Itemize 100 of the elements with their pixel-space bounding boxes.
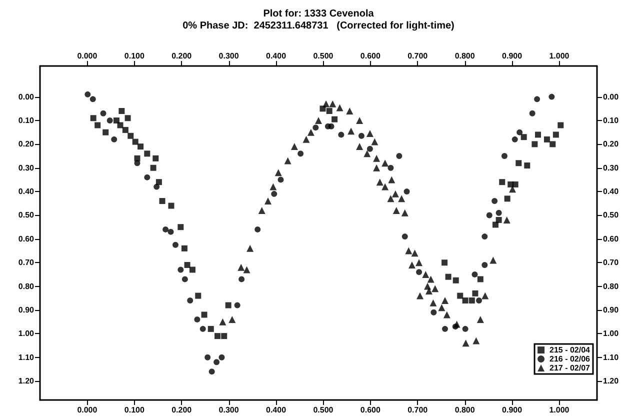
y2-tick-label: 1.00 [603,329,620,338]
x2-tick-label: 0.500 [313,52,334,60]
point [156,179,162,186]
point [477,276,484,282]
chart-title: Plot for: 1333 Cevenola [263,8,374,20]
point [152,155,159,162]
point [430,299,437,306]
point [270,183,277,190]
point [482,262,488,268]
point [312,124,319,131]
x-tick-label: 0.200 [172,406,192,414]
point [392,206,400,214]
x2-tick-label: 0.100 [124,52,145,60]
y2-tick-label: 1.20 [603,376,620,386]
point [405,247,412,254]
legend-label: 217 - 02/07 [550,364,591,372]
point [159,198,166,204]
point [221,333,228,340]
point [332,116,338,122]
legend-label: 215 - 02/04 [550,346,591,354]
point [373,164,380,172]
point [509,186,516,193]
point [138,144,144,150]
point [512,136,518,142]
point [516,129,523,136]
point [214,333,220,340]
point [102,129,109,136]
point [338,132,344,138]
point [534,96,540,102]
point [476,316,484,323]
point [430,309,437,316]
y2-tick-label: 0.70 [603,258,620,268]
point [462,298,468,304]
x2-tick-label: 0.900 [502,52,523,60]
point [315,116,322,124]
point [482,234,488,240]
point [492,198,498,204]
x-tick-label: 0.300 [218,406,240,414]
point [382,183,389,190]
y-tick-label: 1.20 [18,376,35,386]
point [486,212,492,218]
point [194,316,200,322]
point [452,277,459,284]
point [462,340,470,347]
point [388,164,394,171]
point [246,244,254,252]
point [290,143,298,150]
point [182,276,188,282]
point [348,128,355,135]
x2-tick-label: 0.400 [266,52,287,60]
y-tick-label: 0.00 [18,92,35,102]
x-tick-label: 0.100 [124,406,145,414]
point [548,94,555,100]
point [501,153,508,160]
point [468,298,475,304]
y-tick-label: 0.20 [18,140,35,149]
point [322,100,330,108]
point [307,128,314,136]
point [445,274,452,280]
point [520,134,527,140]
point [356,143,364,150]
y-tick-label: 0.30 [18,163,35,172]
point [214,359,220,366]
point [425,288,432,295]
point [154,184,160,190]
point [550,141,556,148]
point [401,209,408,216]
point [472,337,480,344]
point [201,312,208,318]
y2-tick-label: 1.10 [603,352,620,362]
point [416,292,424,300]
point [162,226,169,232]
point [398,195,406,202]
point [144,174,150,180]
point [336,104,344,112]
point [402,234,408,240]
y-tick-label: 0.70 [18,258,35,268]
point [462,326,468,332]
point [416,259,423,266]
y2-tick-label: 0.80 [603,282,620,291]
x2-tick-label: 0.700 [408,52,428,60]
y-tick-label: 0.90 [18,305,35,314]
point [258,206,266,214]
y-tick-label: 1.00 [18,329,35,338]
point [117,122,124,128]
point [490,256,497,264]
point [408,261,416,268]
point [298,150,304,157]
point [284,157,292,164]
point [371,138,378,146]
point [243,266,250,274]
point [496,216,502,223]
y2-tick-label: 0.10 [603,116,620,125]
point [388,176,396,184]
y2-tick-label: 0.20 [603,140,620,149]
point [356,116,364,124]
point [329,100,336,108]
point [134,160,140,166]
point [172,242,178,248]
point [443,311,450,318]
